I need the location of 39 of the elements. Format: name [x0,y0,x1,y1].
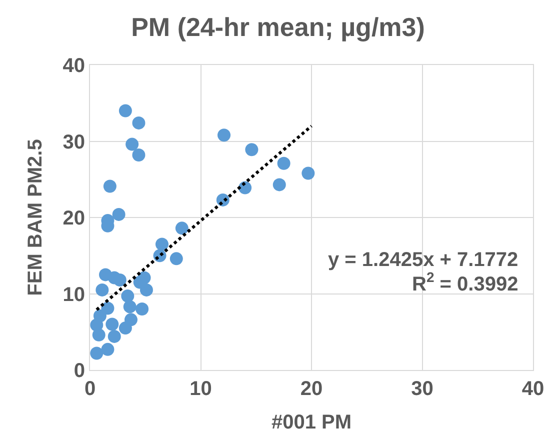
point [113,274,126,287]
point [272,178,286,192]
annotation: R$^{2}$ = 0.3992 [412,269,518,296]
point [123,300,136,314]
point [90,346,104,360]
x-axis-title: #001 PM [271,412,352,434]
x-tick-label: 10 [190,378,212,400]
point [170,252,183,266]
point [132,116,146,130]
point [126,138,139,151]
point [106,318,119,331]
point [101,342,114,356]
point [245,143,258,156]
x-tick-label: 40 [522,378,544,400]
point [132,148,146,162]
point [121,290,134,303]
y-tick-label: 10 [62,284,85,306]
point [103,180,116,193]
chart-title: PM (24-hr mean; µg/m3) [131,12,425,42]
point [118,104,132,118]
point [118,322,132,335]
point [218,128,231,142]
x-tick-label: 20 [300,378,323,400]
point [136,302,149,316]
point [175,222,188,235]
point [155,238,168,251]
x-tick-label: 30 [411,378,434,400]
point [302,166,315,180]
y-tick-label: 20 [62,208,85,230]
y-tick-label: 0 [74,360,85,382]
y-tick-label: 40 [62,55,85,77]
y-axis-title: FEM BAM PM2.5 [24,139,46,296]
point [92,328,106,342]
point [96,283,109,296]
point [108,330,121,343]
y-tick-label: 30 [62,131,85,154]
annotation: y = 1.2425x + 7.1772 [328,249,518,271]
point [277,156,290,170]
point [112,208,126,221]
